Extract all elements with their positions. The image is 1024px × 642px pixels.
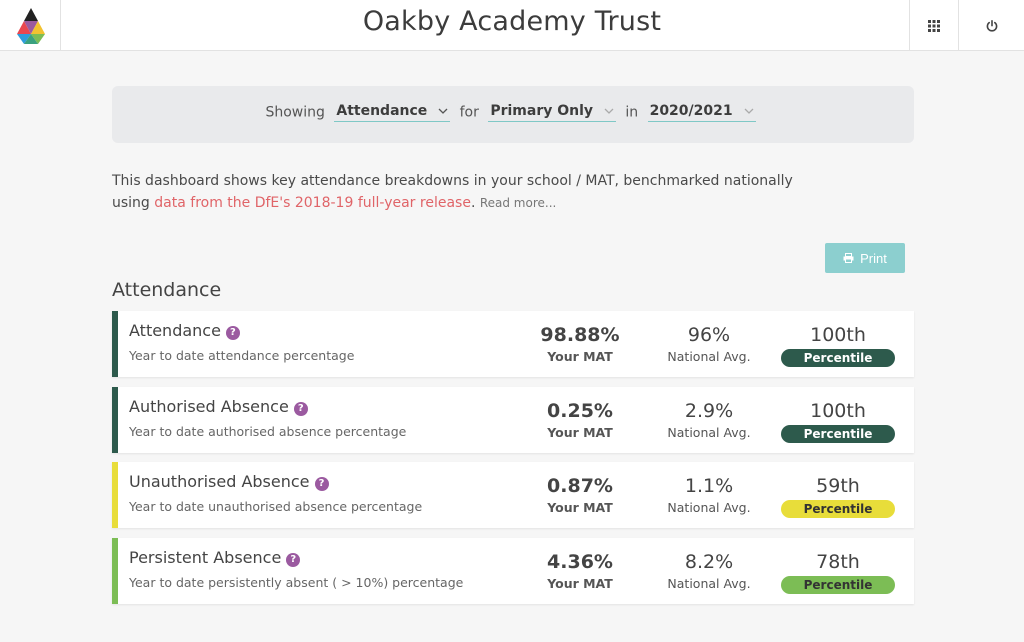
metric-title: Authorised Absence? bbox=[129, 397, 308, 416]
metric-title: Unauthorised Absence? bbox=[129, 472, 329, 491]
logo-link[interactable] bbox=[0, 0, 61, 51]
chevron-down-icon bbox=[744, 108, 753, 114]
metric-card-authorised-absence: Authorised Absence? Year to date authoris… bbox=[112, 387, 914, 453]
apps-grid-icon bbox=[928, 19, 940, 32]
in-label: in bbox=[625, 104, 639, 121]
national-avg-label: National Avg. bbox=[667, 349, 751, 364]
print-label: Print bbox=[860, 250, 887, 266]
metric-select-value: Attendance bbox=[336, 103, 428, 119]
metric-description: Year to date attendance percentage bbox=[129, 348, 355, 363]
percentile-metric: 78th Percentile bbox=[780, 550, 896, 594]
year-select[interactable]: 2020/2021 bbox=[647, 103, 756, 122]
print-button[interactable]: Print bbox=[825, 243, 905, 273]
national-avg-value: 96% bbox=[687, 324, 731, 346]
your-mat-label: Your MAT bbox=[547, 425, 613, 440]
your-mat-label: Your MAT bbox=[547, 349, 613, 364]
percentile-badge: Percentile bbox=[781, 500, 895, 518]
national-avg-value: 1.1% bbox=[684, 475, 734, 497]
national-avg-label: National Avg. bbox=[667, 425, 751, 440]
percentile-value: 59th bbox=[816, 475, 860, 497]
metric-title-text: Attendance bbox=[129, 321, 221, 340]
status-color-bar bbox=[112, 462, 118, 528]
percentile-value: 78th bbox=[816, 551, 860, 573]
your-mat-value: 98.88% bbox=[540, 324, 620, 346]
your-mat-label: Your MAT bbox=[547, 500, 613, 515]
metric-card-unauthorised-absence: Unauthorised Absence? Year to date unauth… bbox=[112, 462, 914, 528]
your-mat-label: Your MAT bbox=[547, 576, 613, 591]
status-color-bar bbox=[112, 311, 118, 377]
your-mat-metric: 98.88% Your MAT bbox=[520, 323, 640, 364]
national-avg-label: National Avg. bbox=[667, 576, 751, 591]
metric-title-text: Authorised Absence bbox=[129, 397, 289, 416]
help-icon[interactable]: ? bbox=[293, 402, 308, 416]
section-title: Attendance bbox=[112, 279, 222, 301]
national-avg-metric: 1.1% National Avg. bbox=[649, 474, 769, 515]
metric-title: Attendance? bbox=[129, 321, 240, 340]
for-label: for bbox=[459, 104, 479, 121]
metric-description: Year to date authorised absence percenta… bbox=[129, 424, 407, 439]
dfe-data-link[interactable]: data from the DfE's 2018-19 full-year re… bbox=[154, 195, 471, 211]
percentile-metric: 100th Percentile bbox=[780, 323, 896, 367]
apps-grid-button[interactable] bbox=[909, 0, 958, 51]
help-icon[interactable]: ? bbox=[286, 553, 301, 567]
power-icon bbox=[986, 19, 997, 32]
national-avg-metric: 8.2% National Avg. bbox=[649, 550, 769, 591]
metric-title-text: Persistent Absence bbox=[129, 548, 282, 567]
chevron-down-icon bbox=[438, 108, 448, 114]
metric-card-attendance: Attendance? Year to date attendance perce… bbox=[112, 311, 914, 377]
help-icon[interactable]: ? bbox=[225, 326, 240, 340]
metric-card-persistent-absence: Persistent Absence? Year to date persiste… bbox=[112, 538, 914, 604]
your-mat-value: 0.87% bbox=[547, 475, 613, 497]
top-header: Oakby Academy Trust bbox=[0, 0, 1024, 51]
national-avg-label: National Avg. bbox=[667, 500, 751, 515]
app-title: Oakby Academy Trust bbox=[362, 6, 662, 37]
national-avg-metric: 96% National Avg. bbox=[649, 323, 769, 364]
metric-title-text: Unauthorised Absence bbox=[129, 472, 310, 491]
phase-select-value: Primary Only bbox=[490, 103, 594, 119]
metric-title: Persistent Absence? bbox=[129, 548, 301, 567]
metric-description: Year to date persistently absent ( > 10%… bbox=[129, 575, 464, 590]
percentile-badge: Percentile bbox=[781, 576, 895, 594]
percentile-value: 100th bbox=[810, 400, 866, 422]
percentile-value: 100th bbox=[810, 324, 866, 346]
your-mat-value: 0.25% bbox=[547, 400, 613, 422]
percentile-metric: 100th Percentile bbox=[780, 399, 896, 443]
printer-icon bbox=[843, 253, 854, 263]
intro-text: This dashboard shows key attendance brea… bbox=[112, 170, 812, 214]
your-mat-metric: 0.25% Your MAT bbox=[520, 399, 640, 440]
percentile-metric: 59th Percentile bbox=[780, 474, 896, 518]
help-icon[interactable]: ? bbox=[314, 477, 329, 491]
your-mat-value: 4.36% bbox=[547, 551, 613, 573]
intro-text-after: . bbox=[470, 195, 476, 211]
national-avg-value: 2.9% bbox=[684, 400, 734, 422]
intro-text-before: This dashboard shows key attendance brea… bbox=[112, 173, 793, 211]
triangle-logo-icon bbox=[17, 8, 45, 44]
filter-sentence: Showing Attendance for Primary Only in 2… bbox=[112, 103, 914, 122]
phase-select[interactable]: Primary Only bbox=[488, 103, 616, 122]
metric-select[interactable]: Attendance bbox=[334, 103, 451, 122]
status-color-bar bbox=[112, 538, 118, 604]
your-mat-metric: 0.87% Your MAT bbox=[520, 474, 640, 515]
metric-description: Year to date unauthorised absence percen… bbox=[129, 499, 423, 514]
status-color-bar bbox=[112, 387, 118, 453]
showing-label: Showing bbox=[265, 104, 325, 121]
logout-button[interactable] bbox=[958, 0, 1024, 51]
national-avg-value: 8.2% bbox=[684, 551, 734, 573]
your-mat-metric: 4.36% Your MAT bbox=[520, 550, 640, 591]
percentile-badge: Percentile bbox=[781, 425, 895, 443]
year-select-value: 2020/2021 bbox=[649, 103, 733, 119]
read-more-link[interactable]: Read more... bbox=[479, 196, 557, 210]
filter-bar: Showing Attendance for Primary Only in 2… bbox=[112, 86, 914, 143]
national-avg-metric: 2.9% National Avg. bbox=[649, 399, 769, 440]
chevron-down-icon bbox=[604, 108, 614, 114]
percentile-badge: Percentile bbox=[781, 349, 895, 367]
